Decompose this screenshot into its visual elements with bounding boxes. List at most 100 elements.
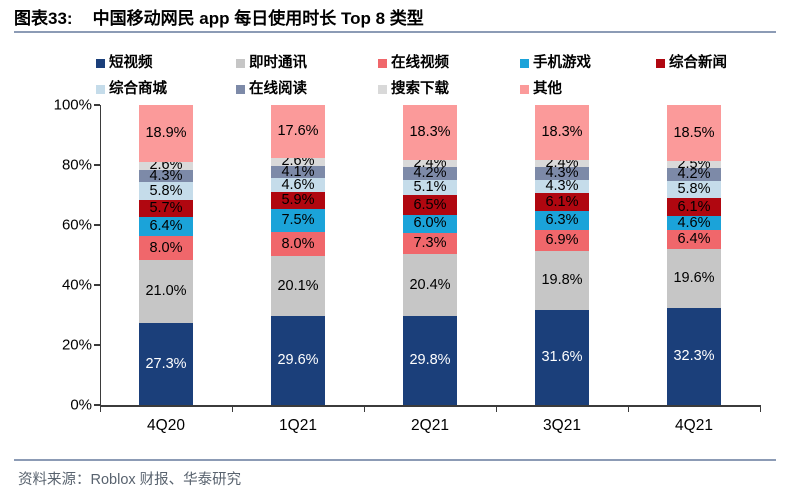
bar-segment-综合商城[interactable]: 5.8% [139,182,193,200]
bar-segment-搜索下载[interactable]: 2.5% [667,157,721,171]
bar-segment-手机游戏[interactable]: 4.6% [667,216,721,231]
bar-value-label: 6.1% [545,193,579,210]
legend-item-综合新闻[interactable]: 综合新闻 [656,56,727,71]
bar-segment-短视频[interactable]: 32.3% [667,308,721,405]
bar-segment-即时通讯[interactable]: 20.4% [403,254,457,316]
bar-segment-搜索下载[interactable]: 2.6% [139,158,193,172]
bar-segment-其他[interactable]: 17.6% [271,105,325,158]
legend-label: 搜索下载 [391,80,449,97]
legend-swatch-icon [96,84,105,94]
bar-value-label: 6.4% [149,218,183,235]
bar-segment-其他[interactable]: 18.5% [667,105,721,161]
bar-group-1Q21[interactable]: 29.6% 20.1% 8.0% 7.5% 5.9% 4.6% 4.1% 2.6% 17.6% [271,105,325,405]
y-tick-mark [94,404,100,406]
bar-stack: 29.6% 20.1% 8.0% 7.5% 5.9% 4.6% 4.1% 2.6% 17.6% [271,105,325,405]
y-tick-mark [94,284,100,286]
bar-segment-短视频[interactable]: 29.6% [271,316,325,405]
y-tick-label: 20% [61,336,92,354]
bar-segment-综合新闻[interactable]: 6.1% [535,192,589,212]
bar-segment-即时通讯[interactable]: 21.0% [139,260,193,324]
bar-segment-综合新闻[interactable]: 6.5% [403,195,457,215]
bar-value-label: 4.3% [149,167,183,184]
bar-group-2Q21[interactable]: 29.8% 20.4% 7.3% 6.0% 6.5% 5.1% 4.2% 2.4% 18.3% [403,105,457,405]
bar-segment-短视频[interactable]: 27.3% [139,323,193,405]
bar-group-4Q20[interactable]: 27.3% 21.0% 8.0% 6.4% 5.7% 5.8% 4.3% 2.6% 18.9% [139,105,193,405]
bar-segment-综合商城[interactable]: 5.1% [403,179,457,195]
bar-value-label: 18.5% [673,124,715,141]
bar-segment-手机游戏[interactable]: 7.5% [271,209,325,232]
x-tick-mark [760,405,762,412]
bar-segment-在线阅读[interactable]: 4.1% [271,165,325,179]
bar-segment-在线视频[interactable]: 8.0% [139,236,193,261]
x-axis-label-2Q21: 2Q21 [411,417,449,434]
legend-item-短视频[interactable]: 短视频 [96,56,153,71]
bar-segment-其他[interactable]: 18.3% [535,105,589,160]
bar-segment-搜索下载[interactable]: 2.6% [271,154,325,168]
y-tick-mark [94,164,100,166]
bar-segment-在线视频[interactable]: 8.0% [271,231,325,256]
bar-segment-即时通讯[interactable]: 19.8% [535,250,589,311]
y-tick-mark [94,104,100,106]
y-tick-label: 40% [61,276,92,294]
bar-value-label: 6.4% [677,231,711,248]
bar-segment-在线阅读[interactable]: 4.3% [139,167,193,184]
bar-segment-在线视频[interactable]: 7.3% [403,232,457,255]
bar-value-label: 6.0% [413,215,447,232]
legend-item-即时通讯[interactable]: 即时通讯 [236,56,307,71]
bar-segment-其他[interactable]: 18.3% [403,105,457,160]
bar-segment-综合商城[interactable]: 4.6% [271,178,325,192]
bar-segment-搜索下载[interactable]: 2.4% [403,156,457,170]
y-tick-label: 60% [61,216,92,234]
legend-swatch-icon [520,84,529,94]
bar-segment-手机游戏[interactable]: 6.0% [403,214,457,233]
x-axis-line [100,405,760,407]
bar-value-label: 8.0% [281,235,315,252]
bar-value-label: 18.3% [541,124,583,141]
bar-segment-在线阅读[interactable]: 4.2% [403,166,457,180]
bar-segment-手机游戏[interactable]: 6.3% [535,211,589,231]
bar-segment-在线视频[interactable]: 6.4% [667,230,721,250]
legend-item-手机游戏[interactable]: 手机游戏 [520,56,591,71]
bar-group-4Q21[interactable]: 32.3% 19.6% 6.4% 4.6% 6.1% 5.8% 4.2% 2.5% 18.5% [667,105,721,405]
legend-item-其他[interactable]: 其他 [520,82,562,97]
y-tick-label: 80% [61,156,92,174]
x-axis-label-1Q21: 1Q21 [279,417,317,434]
bar-segment-搜索下载[interactable]: 2.4% [535,156,589,170]
bar-segment-在线阅读[interactable]: 4.3% [535,166,589,180]
bar-group-3Q21[interactable]: 31.6% 19.8% 6.9% 6.3% 6.1% 4.3% 4.3% 2.4% 18.3% [535,105,589,405]
bar-value-label: 29.8% [409,352,451,369]
y-tick-label: 0% [70,396,92,414]
legend-item-在线视频[interactable]: 在线视频 [378,56,449,71]
y-axis: 0% 20% 40% 60% 80% 100% [30,97,92,414]
bar-segment-综合商城[interactable]: 4.3% [535,179,589,193]
bar-segment-短视频[interactable]: 31.6% [535,310,589,405]
bar-segment-综合新闻[interactable]: 6.1% [667,198,721,217]
bar-value-label: 8.0% [149,239,183,256]
bar-segment-短视频[interactable]: 29.8% [403,315,457,405]
bar-segment-手机游戏[interactable]: 6.4% [139,216,193,237]
bar-segment-综合新闻[interactable]: 5.7% [139,199,193,217]
bar-segment-综合新闻[interactable]: 5.9% [271,191,325,210]
legend-swatch-icon [520,58,529,68]
legend-item-搜索下载[interactable]: 搜索下载 [378,82,449,97]
bar-segment-即时通讯[interactable]: 20.1% [271,255,325,317]
bar-segment-在线视频[interactable]: 6.9% [535,230,589,251]
legend-item-在线阅读[interactable]: 在线阅读 [236,82,307,97]
chart-legend: 短视频 即时通讯 在线视频 手机游戏 综合新闻综合商城 在线阅读 搜索下载 其他 [96,50,736,102]
x-tick-mark [100,405,102,412]
legend-item-综合商城[interactable]: 综合商城 [96,82,167,97]
bar-value-label: 5.8% [149,182,183,199]
bar-segment-其他[interactable]: 18.9% [139,105,193,162]
legend-label: 短视频 [109,54,153,71]
bar-segment-在线阅读[interactable]: 4.2% [667,167,721,181]
bar-value-label: 27.3% [145,355,187,372]
bar-value-label: 5.9% [281,192,315,209]
bar-segment-即时通讯[interactable]: 19.6% [667,249,721,309]
y-tick-label: 100% [53,96,92,114]
bar-segment-综合商城[interactable]: 5.8% [667,180,721,198]
bar-stack: 29.8% 20.4% 7.3% 6.0% 6.5% 5.1% 4.2% 2.4% 18.3% [403,105,457,405]
legend-swatch-icon [236,84,245,94]
bar-value-label: 7.5% [281,212,315,229]
bar-value-label: 17.6% [277,123,319,140]
bar-value-label: 32.3% [673,348,715,365]
